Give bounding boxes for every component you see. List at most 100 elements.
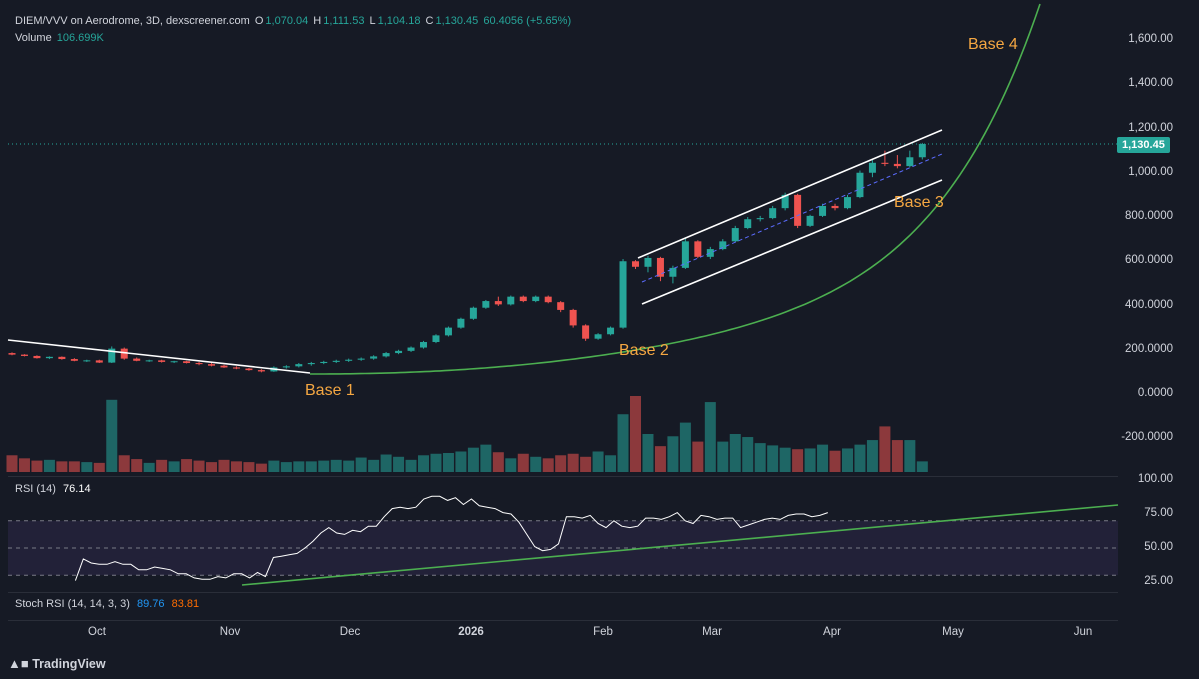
time-tick-label: Oct — [88, 626, 106, 638]
candle-body — [694, 241, 702, 257]
candle-body — [806, 215, 814, 226]
volume-bar — [393, 456, 405, 472]
candle-body — [856, 172, 864, 198]
candle-body — [644, 257, 652, 267]
candle-body — [756, 218, 764, 220]
volume-bar — [255, 463, 267, 472]
volume-bar — [729, 434, 741, 472]
volume-bar — [368, 459, 380, 472]
time-tick-label: May — [942, 626, 964, 638]
pane-divider[interactable] — [8, 592, 1118, 593]
volume-bar — [754, 443, 766, 472]
close-value: 1,130.45 — [435, 15, 479, 27]
candle-body — [257, 370, 265, 372]
candle-body — [420, 342, 428, 348]
channel-mid-line — [641, 153, 943, 283]
candle-body — [607, 327, 615, 335]
volume-bar — [280, 462, 292, 472]
rsi-value: 76.14 — [63, 483, 91, 495]
candle-body — [8, 353, 16, 355]
stoch-k-value: 89.76 — [137, 598, 165, 610]
pane-divider[interactable] — [8, 620, 1118, 621]
price-tick-label: 1,600.00 — [1128, 33, 1173, 45]
price-tick-label: 1,400.00 — [1128, 77, 1173, 90]
candle-body — [669, 267, 677, 277]
tradingview-logo[interactable]: ▲■ TradingView — [8, 656, 106, 671]
time-tick-label: Apr — [823, 626, 841, 638]
volume-bar — [580, 456, 592, 472]
base-2-label: Base 2 — [619, 342, 669, 359]
volume-bar — [605, 455, 617, 472]
candle-body — [868, 162, 876, 173]
candle-body — [332, 360, 340, 362]
candle-body — [320, 361, 328, 364]
volume-bar — [355, 457, 367, 472]
candle-body — [457, 318, 465, 328]
candle-body — [232, 367, 240, 369]
base-3-label: Base 3 — [894, 194, 944, 211]
volume-bar — [555, 455, 567, 472]
parabolic-curve — [310, 3, 1041, 375]
candle-body — [794, 194, 802, 226]
candle-body — [744, 219, 752, 229]
rsi-label: RSI (14) — [15, 483, 56, 495]
volume-bar — [380, 454, 392, 472]
volume-bar — [81, 462, 93, 472]
change-value: 60.4056 (+5.65%) — [483, 15, 572, 27]
volume-bar — [854, 444, 866, 472]
candle-body — [370, 356, 378, 359]
volume-bar — [717, 441, 729, 472]
price-tick-label: 0.0000 — [1137, 387, 1173, 399]
volume-bar — [592, 451, 604, 472]
candle-body — [382, 353, 390, 357]
candle-body — [432, 335, 440, 343]
volume-bar — [131, 459, 143, 472]
volume-legend: Volume 106.699K — [15, 32, 106, 44]
candle-body — [731, 228, 739, 242]
volume-bar — [43, 459, 55, 472]
volume-bar — [455, 451, 467, 472]
candle-body — [120, 348, 128, 359]
candle-body — [569, 309, 577, 326]
volume-bar — [18, 458, 30, 472]
candle-body — [843, 197, 851, 209]
volume-bar — [916, 461, 928, 472]
volume-bar — [667, 436, 679, 472]
brand-text: TradingView — [32, 657, 106, 671]
volume-bar — [93, 462, 105, 472]
volume-bar — [418, 455, 430, 472]
candle-body — [544, 296, 552, 303]
rsi-line — [74, 495, 828, 581]
volume-bar — [879, 426, 891, 472]
candle-body — [58, 356, 66, 360]
candle-body — [532, 296, 540, 302]
volume-bar — [567, 453, 579, 472]
candle-body — [183, 361, 191, 364]
candle-body — [594, 334, 602, 339]
pane-divider[interactable] — [8, 476, 1118, 477]
candle-body — [582, 325, 590, 339]
candle-body — [656, 257, 664, 277]
rsi-tick-label: 50.00 — [1144, 541, 1173, 553]
candle-body — [70, 359, 78, 361]
time-tick-label: Feb — [593, 626, 613, 638]
candle-body — [395, 350, 403, 354]
volume-bar — [767, 445, 779, 472]
tradingview-icon: ▲■ — [8, 656, 29, 671]
high-value: 1,111.53 — [323, 15, 365, 27]
candle-body — [918, 143, 926, 158]
volume-bar — [118, 455, 130, 472]
volume-bar — [692, 441, 704, 472]
time-tick-label: Dec — [339, 626, 361, 638]
candle-body — [33, 355, 41, 359]
volume-bar — [230, 461, 242, 472]
candle-body — [282, 366, 290, 368]
volume-bar — [442, 453, 454, 472]
symbol-title[interactable]: DIEM/VVV on Aerodrome, 3D, dexscreener.c… — [15, 15, 250, 27]
candle-body — [681, 241, 689, 268]
close-label: C — [425, 15, 434, 27]
volume-bar — [218, 459, 230, 472]
volume-bar — [106, 399, 118, 472]
candle-body — [95, 360, 103, 363]
